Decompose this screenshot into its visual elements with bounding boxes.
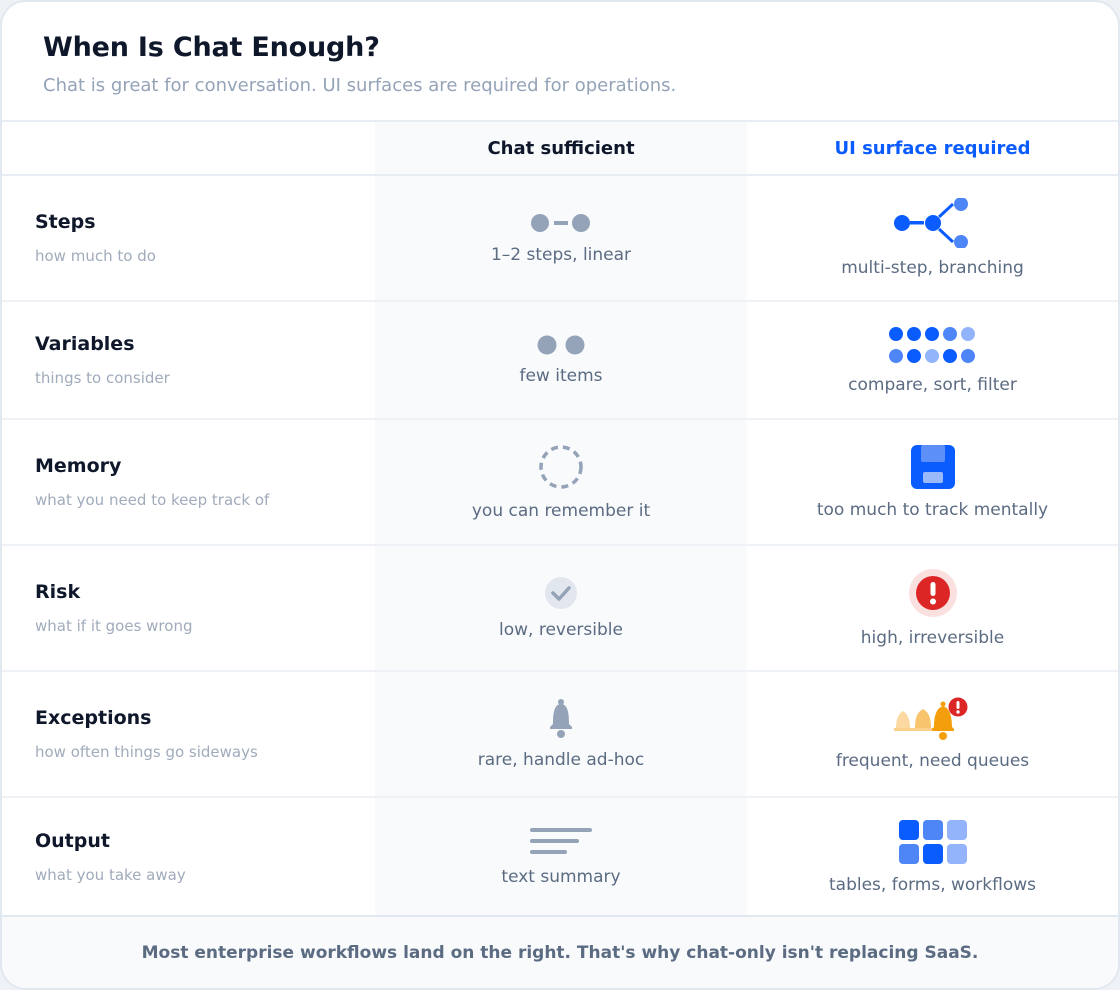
check-circle-icon — [545, 577, 577, 609]
ui-text: frequent, need queues — [835, 751, 1030, 771]
row-hint: what if it goes wrong — [35, 617, 193, 635]
row-hint: what you take away — [35, 866, 186, 884]
row-hint: how much to do — [35, 247, 156, 265]
row-label: Output — [35, 830, 110, 852]
floppy-disk-icon — [910, 445, 955, 489]
page-subtitle: Chat is great for conversation. UI surfa… — [43, 75, 677, 96]
chat-text: rare, handle ad-hoc — [477, 750, 645, 770]
ui-text: tables, forms, workflows — [828, 875, 1037, 895]
header: When Is Chat Enough? Chat is great for c… — [2, 2, 1118, 122]
text-lines-icon — [530, 828, 592, 854]
row-hint: things to consider — [35, 369, 170, 387]
two-dots-icon — [537, 335, 585, 355]
chat-text: low, reversible — [499, 620, 623, 640]
footer-note: Most enterprise workflows land on the ri… — [2, 915, 1118, 988]
row-variables: Variables things to consider few items co… — [2, 302, 1118, 420]
bell-icon — [550, 699, 572, 738]
two-step-linear-icon — [531, 214, 590, 232]
row-memory: Memory what you need to keep track of you… — [2, 420, 1118, 546]
ui-text: compare, sort, filter — [848, 375, 1017, 395]
row-steps: Steps how much to do 1–2 steps, linear mu… — [2, 176, 1118, 302]
tile-grid-icon — [898, 820, 967, 864]
alert-circle-icon — [908, 569, 957, 617]
row-label: Variables — [35, 333, 135, 355]
row-label: Risk — [35, 581, 81, 603]
column-headers: Chat sufficient UI surface required — [2, 122, 1118, 176]
bell-queue-alert-icon — [893, 697, 967, 740]
row-risk: Risk what if it goes wrong low, reversibl… — [2, 546, 1118, 672]
chat-text: 1–2 steps, linear — [490, 245, 632, 265]
ui-text: too much to track mentally — [816, 500, 1049, 520]
row-label: Memory — [35, 455, 122, 477]
ui-text: high, irreversible — [860, 628, 1005, 648]
branching-steps-icon — [893, 198, 968, 248]
column-header-chat: Chat sufficient — [375, 122, 747, 174]
chat-text: text summary — [501, 867, 621, 887]
row-label: Exceptions — [35, 707, 152, 729]
chat-text: few items — [519, 366, 603, 386]
dot-grid-icon — [888, 327, 975, 363]
page-title: When Is Chat Enough? — [43, 32, 380, 63]
row-hint: how often things go sideways — [35, 743, 258, 761]
chat-text: you can remember it — [471, 501, 651, 521]
row-label: Steps — [35, 211, 96, 233]
dashed-circle-icon — [539, 445, 583, 489]
column-header-ui: UI surface required — [834, 137, 1031, 159]
ui-text: multi-step, branching — [841, 258, 1024, 278]
row-output: Output what you take away text summary ta… — [2, 798, 1118, 916]
row-exceptions: Exceptions how often things go sideways r… — [2, 672, 1118, 798]
row-hint: what you need to keep track of — [35, 491, 270, 509]
